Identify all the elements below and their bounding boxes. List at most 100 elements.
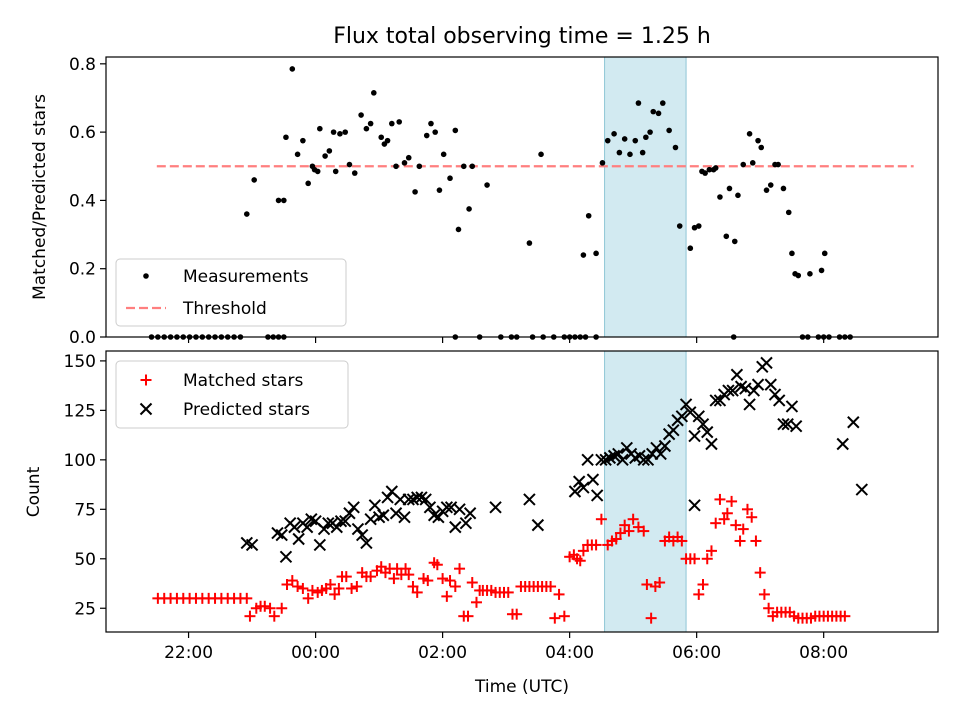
predicted-star-point (751, 378, 765, 391)
predicted-star-point (463, 507, 477, 520)
measurement-point (585, 212, 592, 219)
predicted-star-point (313, 538, 327, 552)
matched-star-point (351, 580, 363, 592)
legend-box (115, 360, 349, 429)
predicted-star-point (355, 528, 369, 542)
measurement-point (639, 149, 646, 156)
predicted-star-point (688, 499, 701, 512)
x-tick-label: 02:00 (418, 643, 467, 663)
predicted-star-point (667, 423, 680, 437)
predicted-star-point (440, 501, 454, 514)
y-tick-label: 75 (74, 500, 96, 520)
measurement-point (367, 120, 374, 127)
predicted-star-point (343, 507, 356, 520)
matched-star-point (329, 588, 341, 600)
matched-star-point (574, 555, 586, 567)
predicted-star-point (760, 356, 773, 370)
measurement-point (351, 170, 358, 176)
predicted-star-point (300, 520, 314, 534)
matched-star-point (375, 561, 387, 573)
predicted-star-point (654, 447, 667, 461)
matched-star-point (449, 580, 461, 592)
predicted-star-point (726, 384, 739, 397)
predicted-star-point (616, 453, 629, 467)
predicted-star-point (777, 418, 790, 431)
predicted-star-point (709, 394, 722, 407)
matched-star-point (627, 513, 639, 525)
matched-star-point (558, 610, 570, 622)
measurement-point (337, 131, 343, 137)
matched-star-point (431, 559, 443, 571)
bottom-series (152, 356, 868, 624)
measurement-point (723, 233, 730, 240)
predicted-star-point (419, 493, 432, 506)
measurement-point (655, 110, 662, 117)
measurement-point (466, 206, 472, 212)
matched-star-point (750, 535, 762, 547)
measurement-point (452, 127, 459, 134)
matched-star-point (701, 553, 713, 565)
measurement-point (731, 238, 738, 245)
predicted-star-point (453, 503, 466, 516)
legend-box (115, 258, 347, 327)
predicted-star-point (586, 473, 600, 486)
predicted-star-point (747, 384, 761, 397)
matched-star-point (241, 592, 253, 604)
predicted-star-point (275, 528, 288, 542)
top-highlight-span (604, 56, 687, 338)
predicted-star-point (368, 499, 382, 512)
measurement-point (289, 66, 296, 72)
predicted-star-point (590, 489, 604, 502)
matched-star-point (718, 513, 730, 525)
predicted-star-point (768, 388, 782, 401)
predicted-star-point (692, 410, 705, 423)
measurement-point (300, 137, 306, 144)
matched-star-point (619, 519, 631, 531)
matched-star-point (346, 582, 358, 594)
matched-star-point (741, 503, 753, 515)
matched-star-point (638, 525, 650, 537)
figure-title: Flux total observing time = 1.25 h (333, 24, 711, 49)
x-tick-label: 22:00 (164, 643, 213, 663)
matched-star-point (466, 577, 478, 589)
matched-star-point (549, 612, 561, 624)
measurement-point (580, 252, 587, 258)
bottom-axes-frame (105, 350, 939, 633)
matched-star-point (737, 523, 749, 535)
predicted-star-point (292, 532, 305, 546)
y-tick-label: 0.8 (69, 55, 96, 75)
measurement-point (666, 127, 672, 134)
predicted-star-point (489, 501, 502, 514)
bottom-y-axis-label: Count (24, 466, 44, 517)
matched-star-point (577, 545, 589, 557)
matched-star-point (444, 575, 456, 587)
matched-star-point (244, 610, 256, 622)
predicted-star-point (322, 516, 335, 530)
measurement-point (281, 197, 287, 204)
legend-matched-label: Matched stars (183, 371, 303, 391)
predicted-star-point (245, 538, 259, 552)
measurement-point (294, 151, 301, 158)
measurement-point (389, 120, 395, 127)
predicted-star-point (531, 518, 545, 532)
measurement-point (393, 163, 399, 170)
matched-star-point (839, 610, 851, 622)
measurement-point (346, 161, 353, 168)
y-tick-label: 0.6 (69, 123, 96, 143)
matched-star-point (693, 588, 705, 600)
matched-star-point (276, 602, 288, 614)
measurement-point (593, 250, 599, 257)
matched-star-point (726, 495, 738, 507)
measurement-point (755, 137, 761, 144)
measurement-point (659, 100, 666, 106)
predicted-star-point (459, 516, 473, 530)
bottom-panel: 25 50 75 100 125 150 22:00 00:00 02:00 04:00 06:0… (24, 350, 939, 697)
predicted-star-point (398, 511, 411, 524)
matched-star-point (407, 580, 419, 592)
predicted-star-point (705, 437, 718, 451)
predicted-star-point (339, 514, 352, 528)
matched-star-point (714, 493, 726, 505)
matched-star-point (645, 612, 657, 624)
matched-star-point (502, 586, 514, 598)
legend-threshold-label: Threshold (182, 299, 267, 319)
